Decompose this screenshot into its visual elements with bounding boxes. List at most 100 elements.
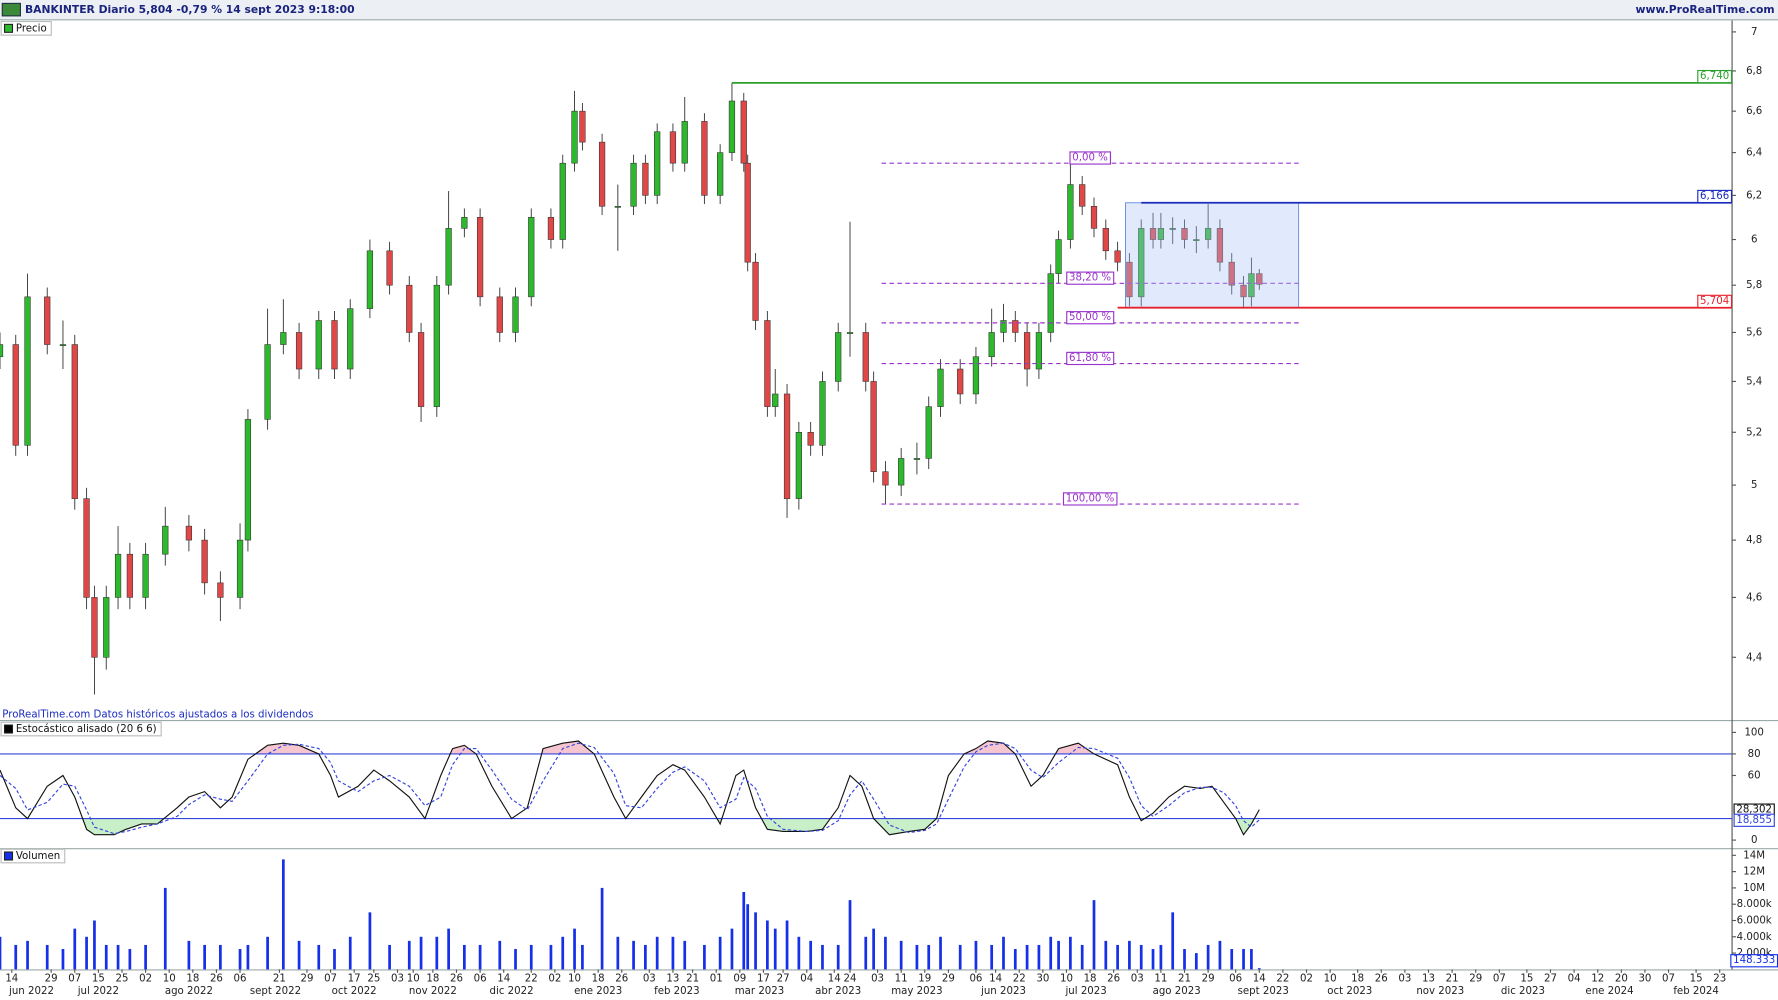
volume-bar xyxy=(1057,940,1060,970)
value-label: 5,704 xyxy=(1700,296,1729,307)
value-label: 6,740 xyxy=(1700,71,1729,82)
volume-bar xyxy=(899,940,903,970)
candle-body xyxy=(579,110,586,143)
volume-bar xyxy=(163,887,167,970)
legend: Estocástico alisado (20 6 6) xyxy=(0,721,162,737)
volume-bar xyxy=(419,936,423,970)
candle-body xyxy=(1000,320,1007,333)
x-tick-label: 15 xyxy=(1520,973,1533,984)
x-tick-label: 18 xyxy=(1084,973,1097,984)
candle-body xyxy=(433,284,440,407)
volume-bar xyxy=(797,936,801,970)
legend-box xyxy=(0,20,52,36)
x-tick-label: 29 xyxy=(942,973,955,984)
x-tick-label: 13 xyxy=(1422,973,1435,984)
x-tick-label: 11 xyxy=(1154,973,1167,984)
y-tick-label: 2.000k xyxy=(1737,948,1772,959)
candle-body xyxy=(496,296,503,333)
legend: Volumen xyxy=(0,848,66,864)
volume-bar xyxy=(958,944,962,970)
volume-bar xyxy=(1025,944,1029,970)
header-site[interactable]: www.ProRealTime.com xyxy=(1636,3,1775,16)
x-tick-label: 24 xyxy=(844,973,857,984)
candle-body xyxy=(445,228,452,286)
candle-body xyxy=(386,250,393,286)
candle-body xyxy=(614,205,621,208)
value-label-box xyxy=(1697,69,1733,84)
y-tick-label: 5,6 xyxy=(1746,327,1762,338)
candle-body xyxy=(559,162,566,240)
volume-bar xyxy=(974,940,978,970)
month-label: jun 2023 xyxy=(980,986,1026,997)
candle-body xyxy=(91,597,98,658)
candle-body xyxy=(642,162,649,196)
volume-bar xyxy=(785,920,789,970)
volume-bar xyxy=(514,949,517,970)
volume-bar xyxy=(266,936,269,970)
y-tick-label: 6 xyxy=(1751,235,1757,246)
month-label: oct 2023 xyxy=(1327,986,1372,997)
volume-bar xyxy=(1037,944,1041,970)
oversold-fill xyxy=(0,818,1260,835)
candle-body xyxy=(1047,273,1054,333)
candle-body xyxy=(476,216,484,298)
month-label: ago 2023 xyxy=(1153,986,1201,997)
candle-body xyxy=(1067,184,1074,240)
x-tick-label: 13 xyxy=(666,973,679,984)
x-tick-label: 21 xyxy=(686,973,699,984)
volume-bar xyxy=(348,936,352,970)
candle-body xyxy=(1240,284,1247,298)
volume-bar xyxy=(447,928,450,970)
candle-body xyxy=(1090,205,1098,229)
candle-body xyxy=(1126,261,1133,298)
candle-body xyxy=(1169,228,1176,230)
volume-bar xyxy=(1069,936,1072,970)
candle-body xyxy=(1205,228,1212,240)
volume-bar xyxy=(1206,944,1210,970)
header-title: BANKINTER Diario 5,804 -0,79 % 14 sept 2… xyxy=(25,3,355,16)
volume-bar xyxy=(128,949,132,970)
volume-bar xyxy=(219,944,222,970)
volume-bar xyxy=(1002,936,1005,970)
candle-body xyxy=(913,458,921,460)
legend-box xyxy=(0,721,162,737)
volume-bar xyxy=(730,928,734,970)
value-label-box xyxy=(1697,189,1733,204)
x-tick-label: 18 xyxy=(426,973,439,984)
month-label: sept 2022 xyxy=(250,986,301,997)
x-tick-label: 27 xyxy=(1544,973,1557,984)
x-tick-label: 07 xyxy=(68,973,81,984)
y-tick-label: 10M xyxy=(1743,883,1765,894)
x-tick-label: 29 xyxy=(45,973,58,984)
candle-body xyxy=(83,498,90,598)
candle-body xyxy=(331,320,338,370)
x-tick-label: 19 xyxy=(918,973,931,984)
overbought-fill xyxy=(0,741,1260,754)
candle-body xyxy=(280,332,287,345)
volume-bar xyxy=(821,944,824,970)
x-tick-label: 20 xyxy=(1615,973,1628,984)
month-label: dic 2023 xyxy=(1501,986,1545,997)
candle-body xyxy=(846,332,854,334)
x-tick-label: 02 xyxy=(1300,973,1313,984)
y-tick-label: 4,4 xyxy=(1746,652,1762,663)
y-tick-label: 60 xyxy=(1748,770,1761,781)
volume-bar xyxy=(1194,953,1198,970)
month-label: may 2023 xyxy=(891,986,942,997)
candle-body xyxy=(957,368,964,395)
volume-bar xyxy=(85,936,88,970)
volume-bar xyxy=(93,920,96,970)
x-tick-label: 29 xyxy=(1202,973,1215,984)
candle-body xyxy=(217,582,224,598)
volume-bar xyxy=(144,944,147,970)
value-label-box xyxy=(1066,271,1115,285)
candle-body xyxy=(528,216,535,298)
stochastic-line xyxy=(0,740,1260,836)
candle-body xyxy=(1079,184,1086,207)
candle-body xyxy=(795,432,802,499)
x-tick-label: 06 xyxy=(1229,973,1242,984)
volume-bar xyxy=(927,944,931,970)
candle-body xyxy=(417,332,425,407)
volume-bar xyxy=(61,949,65,970)
candle-body xyxy=(764,320,771,407)
